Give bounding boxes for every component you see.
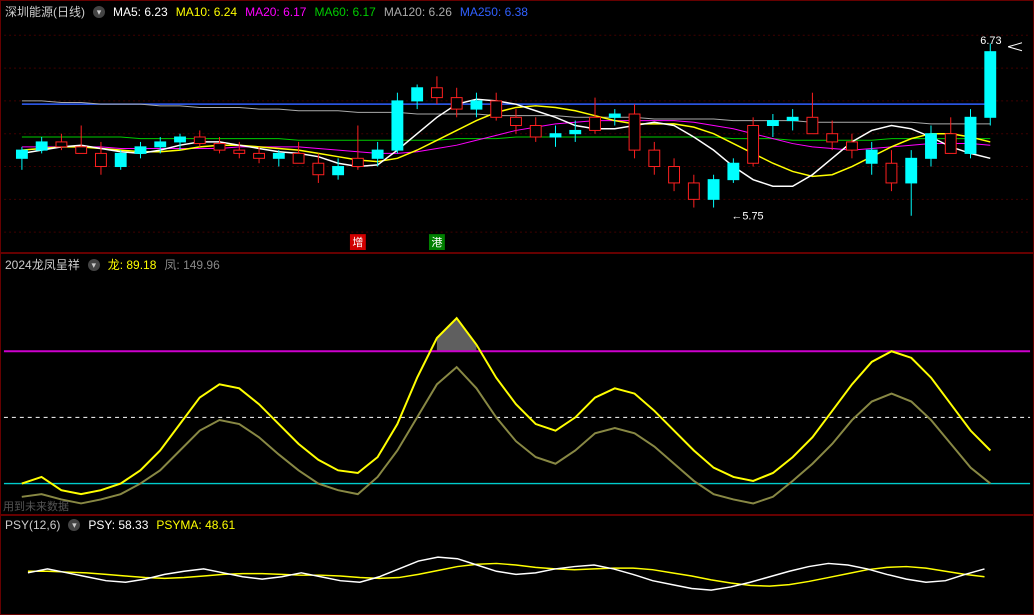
ma60-label: MA60: 6.17	[314, 5, 375, 19]
ma20-label: MA20: 6.17	[245, 5, 306, 19]
ind1-title: 2024龙凤呈祥	[5, 256, 80, 273]
ma120-label: MA120: 6.26	[384, 5, 452, 19]
ma5-label: MA5: 6.23	[113, 5, 168, 19]
ind1-chart-canvas[interactable]	[1, 254, 1033, 514]
svg-text:6.73: 6.73	[980, 35, 1001, 47]
svg-text:港: 港	[431, 236, 442, 249]
ind2-val1: PSYMA: 48.61	[156, 518, 235, 532]
main-chart-canvas[interactable]: 增 港 6.73 ←5.75	[1, 1, 1033, 252]
ind2-title: PSY(12,6)	[5, 518, 60, 532]
indicator2-panel[interactable]: PSY(12,6) ▾ PSY: 58.33 PSYMA: 48.61	[0, 515, 1034, 615]
main-header: 深圳能源(日线) ▾ MA5: 6.23 MA10: 6.24 MA20: 6.…	[5, 3, 528, 20]
ind1-header: 2024龙凤呈祥 ▾ 龙: 89.18 凤: 149.96	[5, 256, 220, 273]
ind1-val0: 龙: 89.18	[108, 256, 157, 273]
stock-title: 深圳能源(日线)	[5, 3, 85, 20]
chevron-down-icon[interactable]: ▾	[68, 519, 80, 531]
ma250-label: MA250: 6.38	[460, 5, 528, 19]
chevron-down-icon[interactable]: ▾	[88, 259, 100, 271]
indicator1-panel[interactable]: 2024龙凤呈祥 ▾ 龙: 89.18 凤: 149.96 用到未来数据	[0, 253, 1034, 515]
main-price-panel[interactable]: 深圳能源(日线) ▾ MA5: 6.23 MA10: 6.24 MA20: 6.…	[0, 0, 1034, 253]
ind2-val0: PSY: 58.33	[88, 518, 148, 532]
ind1-watermark: 用到未来数据	[3, 498, 69, 514]
chevron-down-icon[interactable]: ▾	[93, 6, 105, 18]
ma10-label: MA10: 6.24	[176, 5, 237, 19]
ind1-val1: 凤: 149.96	[164, 256, 219, 273]
svg-text:增: 增	[352, 235, 363, 249]
svg-text:←5.75: ←5.75	[731, 210, 763, 222]
ind2-header: PSY(12,6) ▾ PSY: 58.33 PSYMA: 48.61	[5, 518, 235, 532]
